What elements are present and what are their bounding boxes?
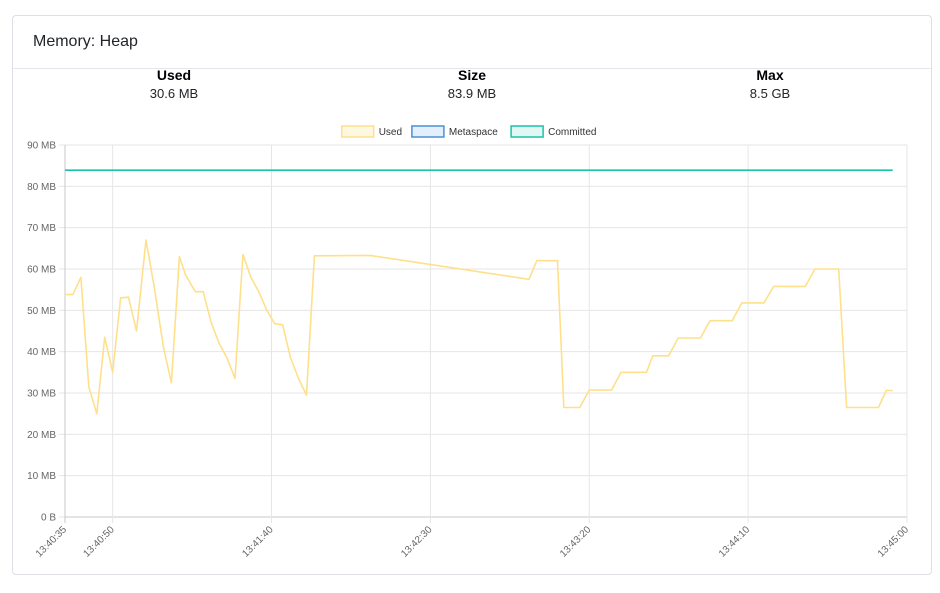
x-tick-label: 13:42:30 (399, 524, 435, 560)
stat-size: Size 83.9 MB (372, 66, 572, 104)
x-tick-label: 13:40:50 (81, 524, 117, 560)
legend-label-used: Used (379, 127, 402, 138)
y-tick-label: 0 B (41, 513, 56, 524)
stat-used: Used 30.6 MB (74, 66, 274, 104)
y-tick-label: 90 MB (27, 141, 56, 152)
stat-max: Max 8.5 GB (670, 66, 870, 104)
card-header: Memory: Heap (13, 16, 931, 69)
stat-size-value: 83.9 MB (447, 86, 497, 101)
x-tick-label: 13:45:00 (876, 524, 912, 560)
legend-swatch-used (340, 125, 375, 138)
legend-swatch-committed (510, 125, 544, 138)
stat-used-value: 30.6 MB (149, 86, 199, 101)
card-title: Memory: Heap (33, 33, 138, 50)
x-tick-label: 13:43:20 (558, 524, 594, 560)
stat-max-label: Max (756, 67, 784, 83)
y-tick-label: 50 MB (27, 306, 56, 317)
stat-max-value: 8.5 GB (749, 86, 791, 101)
y-tick-label: 70 MB (27, 223, 56, 234)
x-tick-label: 13:40:35 (34, 524, 70, 560)
legend-label-committed: Committed (548, 127, 596, 138)
memory-heap-card: Memory: Heap (12, 15, 932, 575)
y-tick-label: 60 MB (27, 265, 56, 276)
y-tick-label: 30 MB (27, 389, 56, 400)
y-tick-label: 20 MB (27, 430, 56, 441)
legend-swatch-metaspace (411, 125, 445, 138)
y-tick-label: 40 MB (27, 347, 56, 358)
stat-size-label: Size (457, 67, 486, 83)
x-tick-label: 13:44:10 (717, 524, 753, 560)
y-tick-label: 80 MB (27, 182, 56, 193)
legend-label-metaspace: Metaspace (449, 127, 498, 138)
x-tick-label: 13:41:40 (240, 524, 276, 560)
y-tick-label: 10 MB (27, 471, 56, 482)
stat-used-label: Used (156, 67, 192, 83)
series-line-used (65, 239, 893, 415)
